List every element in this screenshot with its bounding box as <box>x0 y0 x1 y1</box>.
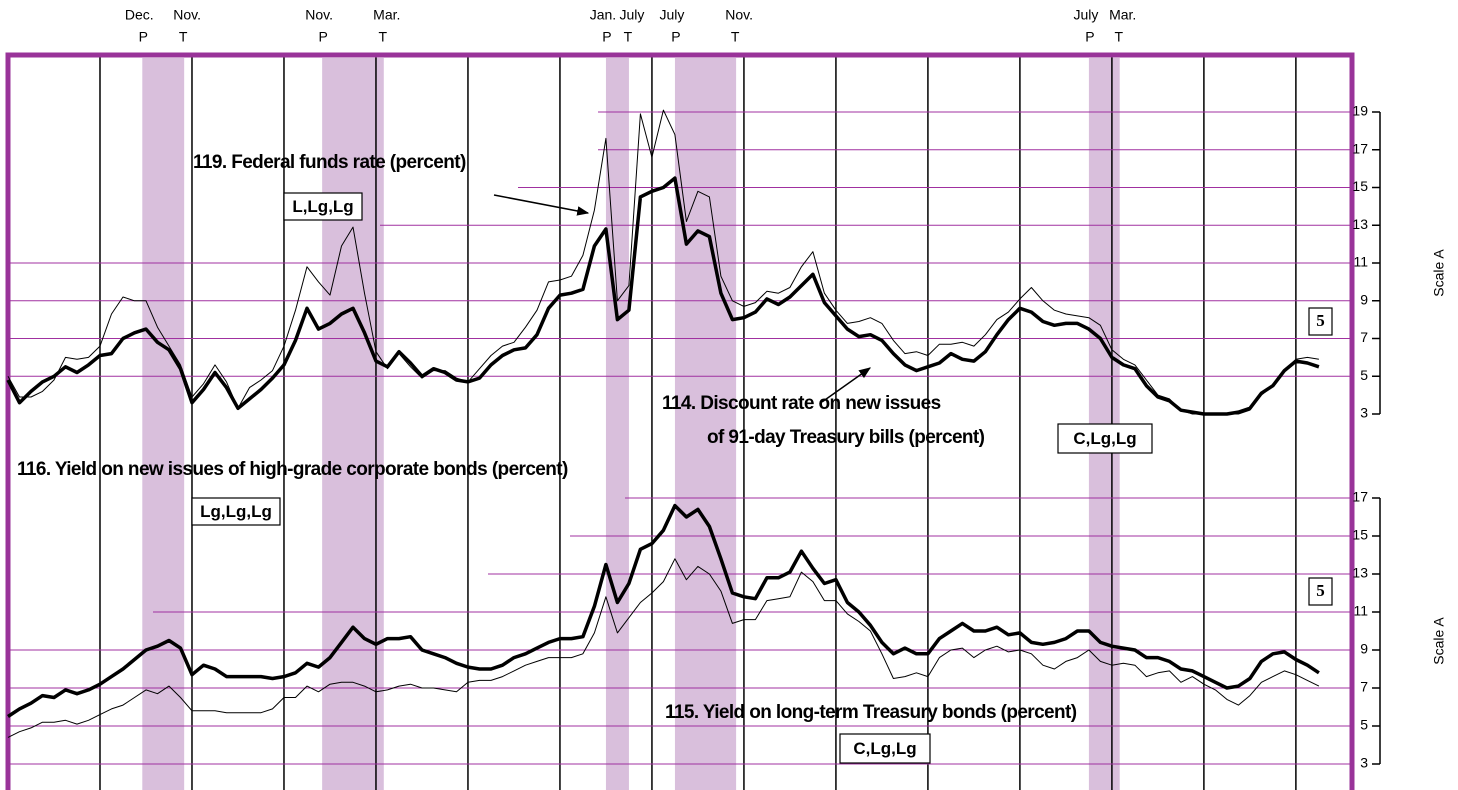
peak-label: P <box>1085 29 1094 45</box>
peak-month: Nov. <box>305 7 333 23</box>
y-tick-label: 9 <box>1360 641 1368 657</box>
scale-box <box>1308 307 1333 336</box>
y-tick-label: 11 <box>1353 254 1368 270</box>
series-label: 114. Discount rate on new issues <box>662 393 941 414</box>
frame <box>5 52 1355 790</box>
peak-month: Jan. <box>590 7 616 23</box>
y-tick-label: 5 <box>1360 367 1368 383</box>
peak-month: July <box>1073 7 1098 23</box>
scale-box-label: 5 <box>1316 581 1325 600</box>
series-line <box>7 558 1320 738</box>
scale-label: Scale A <box>1431 249 1447 297</box>
code-box <box>839 733 931 764</box>
code-box <box>191 497 281 526</box>
scale-box <box>1308 577 1333 606</box>
peak-label: P <box>318 29 327 45</box>
y-tick-label: 17 <box>1352 489 1368 505</box>
y-tick-label: 13 <box>1352 216 1368 232</box>
trough-month: Mar. <box>1109 7 1136 23</box>
code-label: Lg,Lg,Lg <box>200 502 272 521</box>
code-box <box>1057 423 1153 454</box>
trough-label: T <box>1114 29 1123 45</box>
grid-layer <box>8 57 1352 790</box>
trough-month: July <box>619 7 644 23</box>
recession-band <box>322 58 384 790</box>
y-tick-label: 3 <box>1360 405 1368 421</box>
peak-label: P <box>602 29 611 45</box>
peak-label: P <box>671 29 680 45</box>
series-layer <box>6 109 1320 738</box>
arrow <box>493 194 590 216</box>
y-tick-label: 9 <box>1360 291 1368 307</box>
y-tick-label: 15 <box>1352 527 1368 543</box>
recession-band <box>142 58 185 790</box>
y-tick-label: 15 <box>1352 178 1368 194</box>
trough-label: T <box>731 29 740 45</box>
y-tick-label: 13 <box>1352 565 1368 581</box>
series-label: of 91-day Treasury bills (percent) <box>707 427 985 448</box>
code-label: C,Lg,Lg <box>1073 429 1136 448</box>
peak-month: Dec. <box>125 7 154 23</box>
y-tick-label: 11 <box>1353 603 1368 619</box>
y-tick-label: 17 <box>1352 140 1368 156</box>
trough-label: T <box>179 29 188 45</box>
series-label: 115. Yield on long-term Treasury bonds (… <box>665 702 1077 723</box>
scale-label: Scale A <box>1431 617 1447 665</box>
trough-month: Nov. <box>725 7 753 23</box>
code-label: C,Lg,Lg <box>853 739 916 758</box>
trough-label: T <box>379 29 388 45</box>
peak-month: July <box>659 7 684 23</box>
series-line <box>7 109 1319 415</box>
recession-band <box>674 58 737 790</box>
y-tick-label: 5 <box>1360 717 1368 733</box>
recession-band <box>605 58 629 790</box>
arrow <box>821 367 871 403</box>
series-label: 116. Yield on new issues of high-grade c… <box>17 459 568 480</box>
y-tick-label: 7 <box>1360 329 1368 345</box>
scale-box-label: 5 <box>1316 311 1325 330</box>
y-tick-label: 19 <box>1352 103 1368 119</box>
series-label: 119. Federal funds rate (percent) <box>193 152 466 173</box>
trough-label: T <box>624 29 633 45</box>
series-line <box>6 176 1320 416</box>
trough-month: Nov. <box>173 7 201 23</box>
peak-label: P <box>139 29 148 45</box>
trough-month: Mar. <box>373 7 400 23</box>
y-tick-label: 7 <box>1360 679 1368 695</box>
series-line <box>7 503 1320 718</box>
code-label: L,Lg,Lg <box>292 197 353 216</box>
y-tick-label: 3 <box>1360 755 1368 771</box>
code-box <box>283 192 363 221</box>
